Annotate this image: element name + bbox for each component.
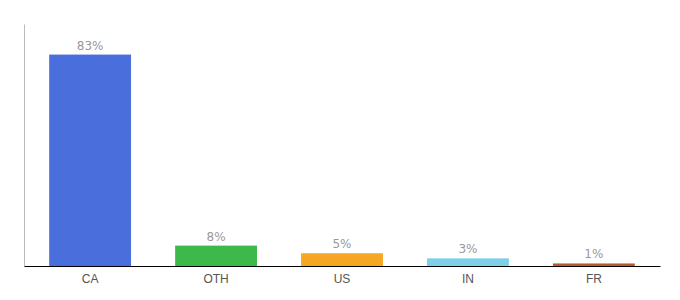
data-label: 5% <box>332 237 351 251</box>
plot: CA OTH US IN FR 83% 8% 5% 3% 1% <box>25 25 661 286</box>
bar <box>49 55 131 266</box>
bar <box>427 258 509 266</box>
y-axis-line <box>24 25 25 267</box>
x-axis: CA OTH US IN FR <box>25 267 661 286</box>
bar <box>553 263 635 266</box>
y-axis <box>24 25 25 267</box>
x-axis-line <box>25 266 661 267</box>
data-label: 3% <box>458 242 477 256</box>
x-tick: CA <box>82 272 99 286</box>
x-tick-label: CA <box>82 272 99 286</box>
bar <box>301 253 383 266</box>
data-label: 1% <box>584 247 603 261</box>
x-tick-label: US <box>334 272 351 286</box>
x-tick: FR <box>586 272 602 286</box>
x-tick: US <box>334 272 351 286</box>
x-tick-label: FR <box>586 272 602 286</box>
x-tick: IN <box>462 272 474 286</box>
data-label: 8% <box>207 230 226 244</box>
chart-container: CA OTH US IN FR 83% 8% 5% 3% 1% <box>0 0 680 300</box>
x-tick-label: OTH <box>203 272 228 286</box>
bars <box>49 55 635 266</box>
data-label: 83% <box>77 39 104 53</box>
x-tick: OTH <box>203 272 228 286</box>
chart-svg: CA OTH US IN FR 83% 8% 5% 3% 1% <box>0 0 680 300</box>
x-tick-label: IN <box>462 272 474 286</box>
bar <box>175 246 257 266</box>
data-labels: 83% 8% 5% 3% 1% <box>77 39 604 262</box>
